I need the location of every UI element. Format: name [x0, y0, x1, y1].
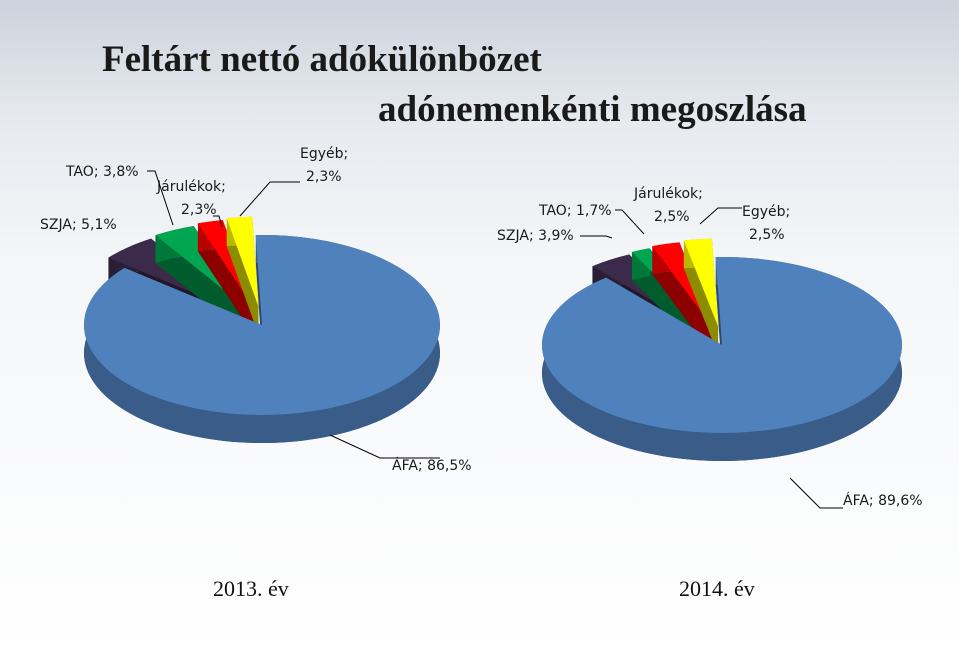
- label-2013-tao: TAO; 3,8%: [65, 164, 139, 180]
- label-2014-szja: SZJA; 3,9%: [497, 228, 574, 244]
- pie-slice-top-járulékok: [652, 242, 714, 329]
- label-2013-egyeb-1: Egyéb;: [300, 146, 348, 162]
- pie-slice-top-járulékok: [197, 220, 255, 309]
- leader-2013-tao: [147, 170, 174, 226]
- leader-2014-szja: [580, 235, 613, 239]
- label-2014-jarulekok-2: 2,5%: [654, 209, 690, 225]
- pie-slice-side-járulékok: [652, 242, 714, 357]
- year-label-2013: 2013. év: [213, 576, 289, 601]
- pie-slice-áfa: [542, 257, 903, 461]
- label-2014-tao: TAO; 1,7%: [538, 203, 612, 219]
- pie-slice-top-áfa: [84, 235, 441, 416]
- leader-2013-jarulekok: [213, 215, 223, 228]
- label-2013-afa: ÁFA; 86,5%: [392, 457, 472, 474]
- pie-slice-top-áfa: [542, 257, 902, 434]
- label-2014-egyeb-2: 2,5%: [749, 227, 785, 243]
- leader-2014-tao: [615, 209, 645, 235]
- pie-slice-járulékok: [652, 242, 714, 357]
- title-line-2: adónemenkénti megoszlása: [378, 89, 807, 130]
- label-2013-jarulekok-2: 2,3%: [181, 202, 217, 218]
- leader-2013-afa: [329, 434, 440, 459]
- label-2014-afa: ÁFA; 89,6%: [843, 492, 923, 509]
- pie-slice-áfa: [84, 235, 441, 444]
- pie-slice-járulékok: [197, 220, 255, 337]
- label-2014-jarulekok-1: Járulékok;: [633, 186, 703, 202]
- pie-slice-top-egyéb: [226, 216, 259, 307]
- year-label-2014: 2014. év: [679, 576, 755, 601]
- pie-slice-side-járulékok: [197, 220, 255, 337]
- leader-2014-egyeb: [699, 207, 742, 225]
- pie-slice-top-egyéb: [683, 238, 719, 327]
- label-2013-egyeb-2: 2,3%: [306, 169, 342, 185]
- label-2013-szja: SZJA; 5,1%: [40, 217, 117, 233]
- leader-2014-afa: [789, 477, 843, 509]
- label-2014-egyeb-1: Egyéb;: [742, 204, 790, 220]
- pie-slice-egyéb: [683, 238, 719, 355]
- pie-chart-2014: [542, 238, 903, 461]
- pie-chart-2013: [84, 216, 441, 444]
- title-line-1: Feltárt nettó adókülönbözet: [102, 39, 542, 80]
- leader-2013-egyeb: [239, 181, 300, 217]
- pie-slice-egyéb: [226, 216, 259, 335]
- label-2013-jarulekok-1: Járulékok;: [156, 179, 226, 195]
